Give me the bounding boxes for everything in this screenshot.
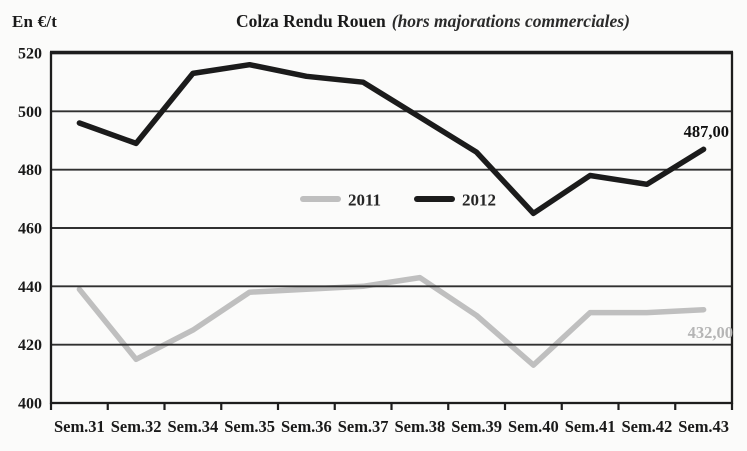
series-line-2012 xyxy=(76,61,707,217)
x-tick-label: Sem.31 xyxy=(54,417,105,436)
end-label-2012: 487,00 xyxy=(684,122,729,141)
y-tick-label: 400 xyxy=(18,396,42,413)
y-tick-label: 420 xyxy=(18,337,42,354)
x-tick-label: Sem.34 xyxy=(167,417,218,436)
x-tick-label: Sem.37 xyxy=(338,417,389,436)
y-tick-label: 440 xyxy=(18,279,42,296)
x-tick-label: Sem.38 xyxy=(394,417,445,436)
x-tick-label: Sem.36 xyxy=(281,417,332,436)
legend-label-2012: 2012 xyxy=(462,191,496,210)
x-tick-label: Sem.39 xyxy=(451,417,502,436)
y-tick-label: 460 xyxy=(18,221,42,238)
chart-title: Colza Rendu Rouen (hors majorations comme… xyxy=(236,11,630,32)
x-tick-label: Sem.32 xyxy=(111,417,162,436)
chart-title-subtitle: (hors majorations commerciales) xyxy=(391,11,630,31)
x-tick-label: Sem.35 xyxy=(224,417,275,436)
x-tick-label: Sem.42 xyxy=(621,417,672,436)
chart-title-main: Colza Rendu Rouen xyxy=(236,11,386,31)
legend-label-2011: 2011 xyxy=(348,191,381,210)
x-tick-label: Sem.43 xyxy=(678,417,729,436)
y-tick-label: 500 xyxy=(18,104,42,121)
y-axis-unit-label: En €/t xyxy=(12,12,58,31)
y-tick-label: 520 xyxy=(18,46,42,63)
y-tick-label: 480 xyxy=(18,162,42,179)
end-label-2011: 432,00 xyxy=(688,323,733,342)
x-tick-label: Sem.41 xyxy=(565,417,616,436)
x-tick-label: Sem.40 xyxy=(508,417,559,436)
series-line-2011 xyxy=(76,274,707,368)
